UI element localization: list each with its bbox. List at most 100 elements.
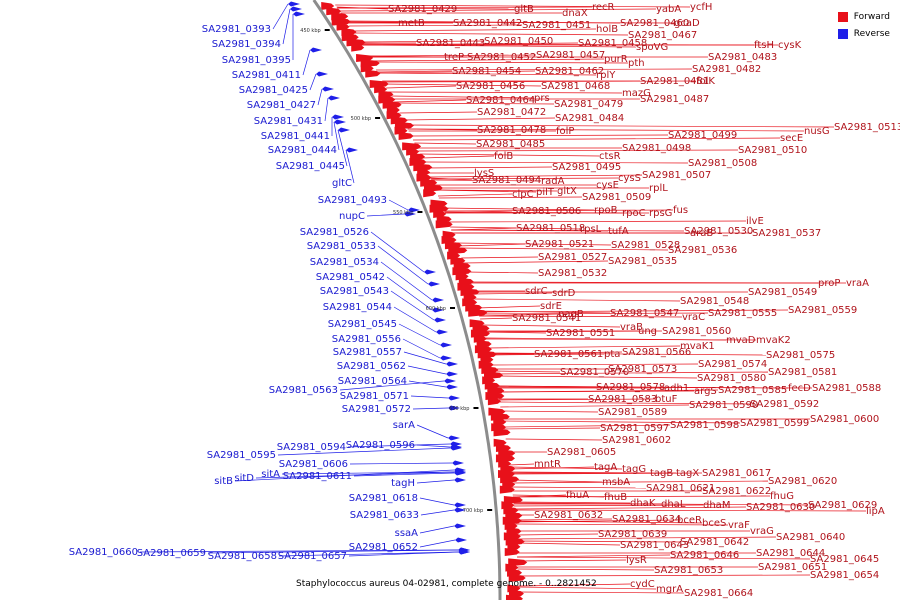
reverse-gene-arrow (404, 211, 416, 217)
forward-gene-label: sdrC (525, 286, 548, 297)
forward-gene-label: SA2981_0518 (516, 223, 585, 234)
reverse-gene-label: tagH (391, 478, 415, 489)
forward-gene-label: treP (444, 52, 464, 63)
reverse-gene-label: SA2981_0562 (337, 361, 406, 372)
forward-gene-arrow (447, 251, 461, 260)
forward-gene-label: SA2981_0573 (608, 364, 677, 375)
reverse-gene-arrow (454, 507, 466, 513)
forward-leader-line (335, 4, 691, 8)
reverse-leader-line (282, 8, 291, 45)
forward-gene-label: SA2981_0646 (670, 550, 739, 561)
forward-gene-label: SA2981_0506 (512, 206, 581, 217)
forward-gene-label: secE (780, 133, 803, 144)
reverse-leader-line (416, 479, 455, 484)
forward-gene-label: dhaK (630, 498, 656, 509)
forward-gene-label: radA (541, 176, 565, 187)
forward-gene-arrow (448, 246, 468, 255)
forward-gene-label: clpC (512, 189, 534, 200)
reverse-gene-label: SA2981_0393 (202, 24, 271, 35)
forward-leader-line (403, 117, 556, 121)
reverse-gene-label: SA2981_0444 (268, 145, 337, 156)
reverse-gene-labels: SA2981_0393 SA2981_0394 SA2981_0395 SA2981_… (69, 24, 419, 562)
forward-gene-label: SA2981_0527 (538, 252, 607, 263)
forward-gene-label: SA2981_0467 (628, 30, 697, 41)
reverse-leader-line (278, 551, 459, 557)
forward-leader-line (515, 523, 729, 526)
forward-leader-line (352, 28, 597, 32)
forward-gene-label: SA2981_0549 (748, 287, 817, 298)
forward-leader-line (476, 305, 541, 309)
forward-gene-label: lysR (626, 555, 647, 566)
reverse-leader-line (277, 447, 451, 456)
forward-gene-label: lipA (866, 506, 885, 517)
tick-label: 600 kbp (426, 306, 446, 312)
forward-leader-line (512, 494, 605, 498)
forward-gene-label: SA2981_0664 (684, 588, 753, 599)
reverse-gene-arrow (448, 405, 460, 411)
forward-gene-label: SA2981_0622 (702, 486, 771, 497)
forward-gene-label: ctsR (599, 151, 621, 162)
reverse-gene-label: SA2981_0556 (332, 334, 401, 345)
forward-gene-label: SA2981_0442 (453, 18, 522, 29)
forward-leader-line (411, 134, 669, 137)
forward-leader-line (418, 149, 739, 152)
forward-leader-line (479, 315, 683, 318)
forward-gene-label: vraG (750, 526, 774, 537)
forward-gene-label: SA2981_0454 (452, 66, 521, 77)
reverse-gene-label: SA2981_0606 (279, 459, 348, 470)
reverse-leader-line (390, 290, 435, 321)
forward-leader-line (405, 124, 835, 128)
forward-gene-label: gltX (557, 186, 577, 197)
forward-leader-line (412, 137, 781, 141)
forward-leader-line (517, 568, 655, 571)
forward-leader-line (516, 536, 777, 540)
forward-gene-label: SA2981_0429 (388, 4, 457, 15)
reverse-gene-arrow (288, 1, 300, 7)
forward-gene-label: SA2981_0566 (622, 347, 691, 358)
reverse-gene-label: SA2981_0543 (320, 286, 389, 297)
forward-gene-label: SA2981_0443 (416, 38, 485, 49)
forward-gene-label: tagX (676, 468, 699, 479)
forward-leader-line (489, 353, 605, 356)
forward-gene-label: SA2981_0483 (708, 52, 777, 63)
reverse-gene-arrow (432, 297, 444, 303)
forward-gene-label: dhaL (661, 499, 686, 510)
forward-gene-label: SA2981_0484 (555, 113, 624, 124)
reverse-gene-arrow (454, 523, 466, 529)
tick-mark (375, 117, 381, 119)
legend-reverse: Reverse (837, 25, 890, 42)
forward-gene-label: tagB (650, 468, 673, 479)
forward-gene-arrow (435, 220, 453, 229)
reverse-gene-arrow (310, 47, 322, 53)
forward-gene-label: SA2981_0457 (536, 50, 605, 61)
forward-gene-label: mvaD (726, 335, 756, 346)
forward-leader-line (367, 54, 537, 57)
reverse-leader-lines (139, 3, 459, 557)
forward-gene-label: SA2981_0452 (467, 52, 536, 63)
reverse-gene-arrow (432, 307, 444, 313)
reverse-gene-label: sitA (261, 469, 280, 480)
forward-gene-label: cysK (778, 40, 802, 51)
forward-gene-label: SA2981_0653 (654, 565, 723, 576)
forward-gene-label: vraA (846, 278, 869, 289)
reverse-gene-label: SA2981_0441 (261, 131, 330, 142)
forward-gene-arrow (503, 496, 523, 504)
forward-leader-line (481, 324, 621, 328)
reverse-gene-arrow (332, 114, 344, 120)
reverse-leader-line (403, 351, 447, 365)
forward-gene-label: rpoB (594, 205, 618, 216)
forward-gene-label: cysE (596, 180, 619, 191)
tick-mark (487, 509, 493, 511)
forward-leader-line (498, 398, 656, 401)
reverse-gene-arrow (338, 127, 350, 133)
forward-leader-line (511, 486, 647, 489)
forward-leader-line (450, 226, 581, 230)
reverse-gene-arrow (448, 435, 460, 441)
forward-leader-line (480, 317, 513, 320)
forward-leader-line (509, 463, 535, 466)
forward-gene-label: recR (592, 2, 615, 13)
forward-leader-line (514, 509, 867, 512)
reverse-leader-line (408, 380, 447, 388)
forward-gene-label: pta (604, 349, 620, 360)
reverse-gene-label: SA2981_0563 (269, 385, 338, 396)
